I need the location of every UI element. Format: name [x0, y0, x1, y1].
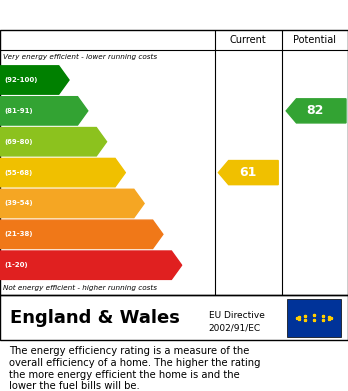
Text: (92-100): (92-100) — [4, 77, 38, 83]
FancyArrow shape — [0, 189, 144, 218]
Text: Energy Efficiency Rating: Energy Efficiency Rating — [10, 7, 213, 23]
Text: F: F — [164, 228, 172, 241]
Text: (1-20): (1-20) — [4, 262, 28, 268]
Text: (39-54): (39-54) — [4, 201, 33, 206]
Text: The energy efficiency rating is a measure of the: The energy efficiency rating is a measur… — [9, 346, 249, 356]
Text: Not energy efficient - higher running costs: Not energy efficient - higher running co… — [3, 285, 158, 291]
Text: lower the fuel bills will be.: lower the fuel bills will be. — [9, 381, 140, 391]
Text: A: A — [69, 74, 79, 86]
Text: E: E — [145, 197, 153, 210]
Text: 82: 82 — [306, 104, 323, 117]
FancyArrow shape — [0, 220, 163, 249]
Text: overall efficiency of a home. The higher the rating: overall efficiency of a home. The higher… — [9, 358, 260, 368]
Text: 61: 61 — [240, 166, 257, 179]
FancyArrow shape — [0, 97, 88, 125]
FancyArrow shape — [286, 99, 346, 123]
FancyArrow shape — [0, 251, 182, 280]
Text: (81-91): (81-91) — [4, 108, 33, 114]
FancyArrow shape — [0, 158, 125, 187]
Bar — [287, 299, 341, 337]
Text: 2002/91/EC: 2002/91/EC — [209, 323, 261, 332]
Text: (69-80): (69-80) — [4, 139, 33, 145]
Text: Potential: Potential — [293, 35, 336, 45]
Text: (21-38): (21-38) — [4, 231, 33, 237]
Text: Very energy efficient - lower running costs: Very energy efficient - lower running co… — [3, 54, 158, 60]
Text: G: G — [182, 259, 192, 272]
Text: B: B — [88, 104, 98, 117]
Text: EU Directive: EU Directive — [209, 311, 265, 320]
Text: England & Wales: England & Wales — [10, 308, 180, 327]
Text: C: C — [107, 135, 116, 148]
Text: the more energy efficient the home is and the: the more energy efficient the home is an… — [9, 369, 239, 380]
FancyArrow shape — [0, 66, 69, 94]
Text: Current: Current — [230, 35, 267, 45]
Text: (55-68): (55-68) — [4, 170, 32, 176]
FancyArrow shape — [0, 127, 106, 156]
Text: D: D — [125, 166, 136, 179]
FancyArrow shape — [219, 161, 278, 185]
